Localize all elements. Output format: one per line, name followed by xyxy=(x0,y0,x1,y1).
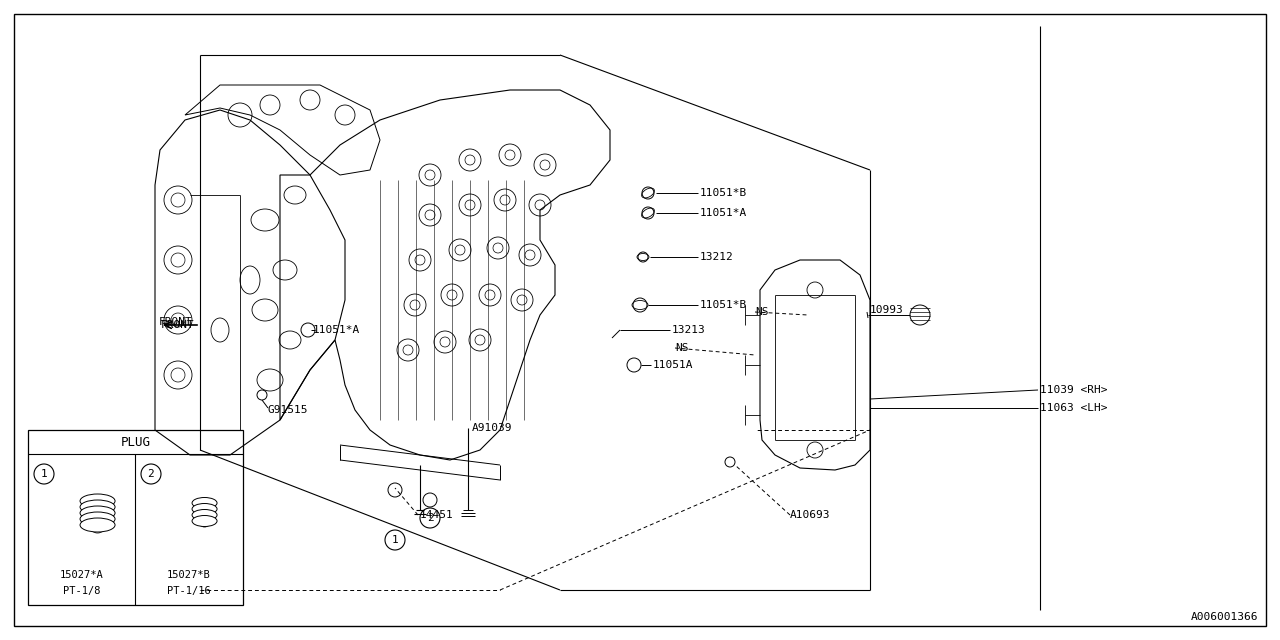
Text: 11051A: 11051A xyxy=(653,360,694,370)
Ellipse shape xyxy=(81,512,115,526)
Text: NS: NS xyxy=(755,307,768,317)
Ellipse shape xyxy=(81,518,115,532)
Text: 11051*B: 11051*B xyxy=(700,300,748,310)
Text: 11051*A: 11051*A xyxy=(314,325,360,335)
Text: 1: 1 xyxy=(41,469,47,479)
Text: 11051*A: 11051*A xyxy=(700,208,748,218)
Text: FRONT: FRONT xyxy=(159,317,192,327)
Text: 1: 1 xyxy=(392,535,398,545)
Text: G91515: G91515 xyxy=(268,405,307,415)
Text: 13212: 13212 xyxy=(700,252,733,262)
Text: 13213: 13213 xyxy=(672,325,705,335)
Text: PLUG: PLUG xyxy=(120,435,151,449)
Ellipse shape xyxy=(81,500,115,514)
Text: A006001366: A006001366 xyxy=(1190,612,1258,622)
Text: 15027*A: 15027*A xyxy=(60,570,104,580)
Text: 11039 <RH>: 11039 <RH> xyxy=(1039,385,1107,395)
Text: A91039: A91039 xyxy=(472,423,512,433)
Text: 2: 2 xyxy=(426,513,434,523)
Ellipse shape xyxy=(192,515,218,527)
Ellipse shape xyxy=(192,497,218,509)
Text: PT-1/16: PT-1/16 xyxy=(166,586,210,596)
Ellipse shape xyxy=(192,509,218,520)
Text: NS: NS xyxy=(675,343,689,353)
Text: 11051*B: 11051*B xyxy=(700,188,748,198)
Text: 10993: 10993 xyxy=(870,305,904,315)
Text: 15027*B: 15027*B xyxy=(166,570,210,580)
Text: FRONT: FRONT xyxy=(161,320,195,330)
Text: PT-1/8: PT-1/8 xyxy=(63,586,100,596)
Text: A10693: A10693 xyxy=(790,510,831,520)
Text: 11063 <LH>: 11063 <LH> xyxy=(1039,403,1107,413)
Text: 2: 2 xyxy=(147,469,155,479)
Bar xyxy=(28,430,243,605)
Ellipse shape xyxy=(81,494,115,508)
Text: 14451: 14451 xyxy=(420,510,453,520)
Ellipse shape xyxy=(192,504,218,515)
Ellipse shape xyxy=(81,506,115,520)
